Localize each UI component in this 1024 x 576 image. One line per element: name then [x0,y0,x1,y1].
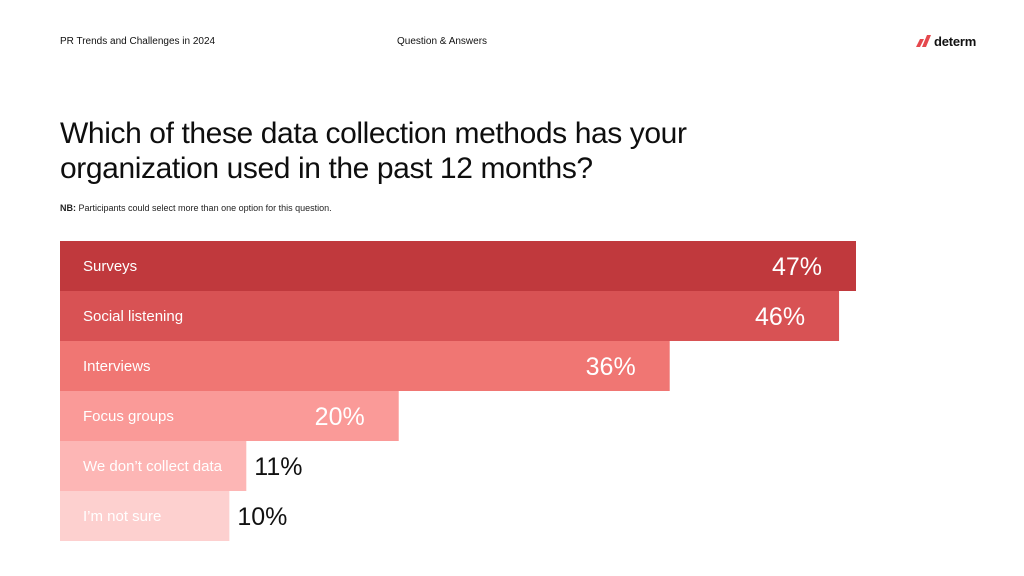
bar-2 [60,341,670,391]
bar-value-4: 11% [254,453,302,481]
note-label: NB: [60,203,76,213]
note-text: Participants could select more than one … [76,203,332,213]
bar-label-1: Social listening [83,308,183,325]
bar-value-0: 47% [772,253,822,281]
bar-label-5: I’m not sure [83,508,161,525]
bar-5 [60,491,230,541]
bar-1 [60,291,840,341]
bar-value-1: 46% [755,303,805,331]
bar-3 [60,391,399,441]
brand-mark-icon [916,35,931,47]
bar-0 [60,241,856,291]
bar-4 [60,441,247,491]
question-title: Which of these data collection methods h… [60,117,687,185]
bar-label-2: Interviews [83,358,151,375]
brand-logo: determ [916,33,976,49]
brand-name: determ [934,33,977,49]
bar-value-2: 36% [586,353,636,381]
report-title: PR Trends and Challenges in 2024 [60,36,216,47]
bar-value-5: 10% [237,503,287,531]
bar-value-3: 20% [315,403,365,431]
section-label: Question & Answers [397,36,488,47]
bar-label-0: Surveys [83,258,137,275]
question-note: NB: Participants could select more than … [60,203,332,213]
bar-label-3: Focus groups [83,408,174,425]
bar-label-4: We don’t collect data [83,458,223,475]
